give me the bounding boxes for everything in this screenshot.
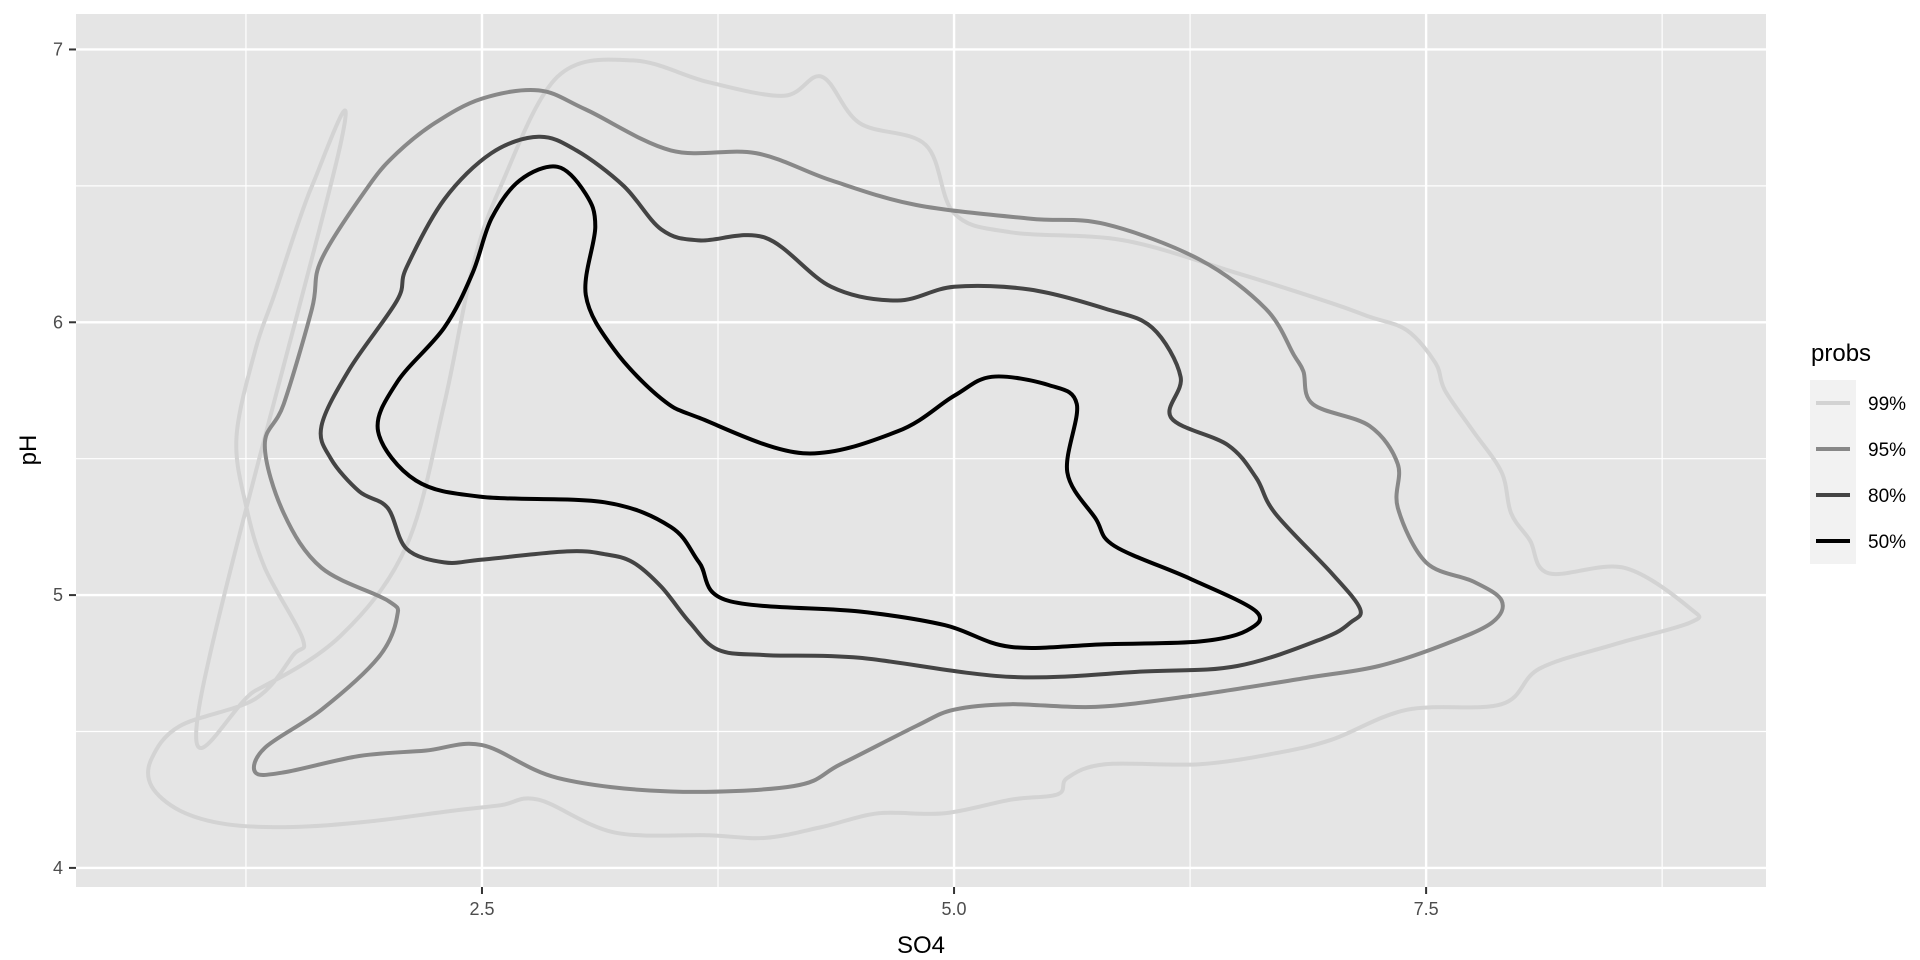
y-tick-label: 5	[53, 585, 63, 605]
minor-gridlines	[76, 14, 1766, 887]
legend-label: 99%	[1868, 394, 1906, 415]
legend-title: probs	[1811, 340, 1871, 367]
contour-50pct	[375, 164, 1263, 650]
y-axis-title: pH	[15, 435, 42, 466]
y-tick-label: 6	[53, 312, 63, 332]
legend-items: 99% 95% 80% 50%	[1810, 380, 1906, 564]
contour-lines	[145, 57, 1702, 841]
contour-99pct	[145, 57, 1702, 841]
legend: probs 99% 95% 80% 50%	[1810, 340, 1906, 564]
contour-80pct	[318, 134, 1363, 680]
x-tick-label: 5.0	[942, 899, 967, 919]
y-axis: 4 5 6 7	[53, 39, 76, 878]
contour-95pct	[251, 88, 1505, 794]
x-axis: 2.5 5.0 7.5	[469, 887, 1439, 919]
x-tick-label: 7.5	[1414, 899, 1439, 919]
y-tick-label: 7	[53, 39, 63, 59]
legend-label: 50%	[1868, 532, 1906, 553]
plot-panel-background	[76, 14, 1766, 887]
legend-label: 80%	[1868, 486, 1906, 507]
legend-label: 95%	[1868, 440, 1906, 461]
x-tick-label: 2.5	[469, 899, 494, 919]
y-tick-label: 4	[53, 858, 63, 878]
x-axis-title: SO4	[897, 932, 945, 959]
